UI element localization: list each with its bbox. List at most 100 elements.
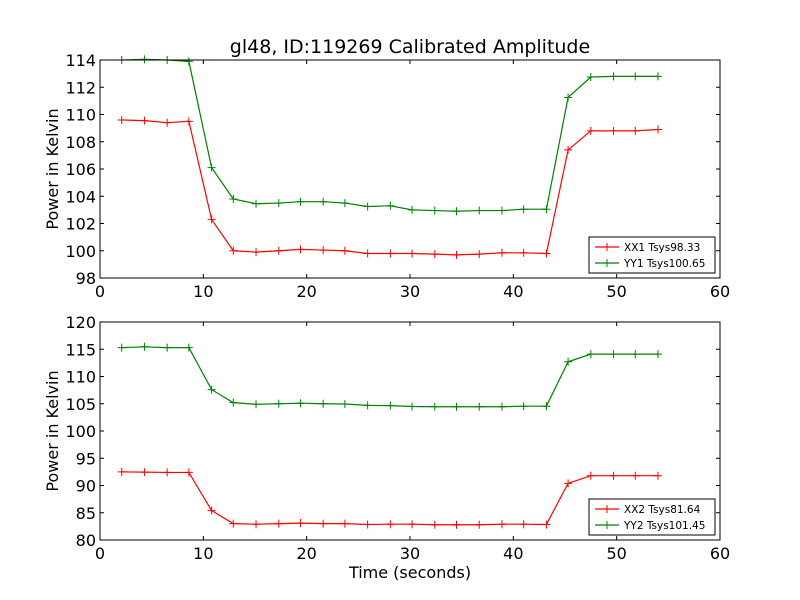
x-tick-label: 40 bbox=[503, 282, 523, 301]
data-point-2-2-10 bbox=[319, 399, 328, 408]
x-tick-label: 20 bbox=[296, 544, 316, 563]
data-point-1-2-2 bbox=[140, 55, 149, 64]
data-point-1-2-23 bbox=[609, 72, 618, 81]
data-point-2-1-5 bbox=[207, 506, 216, 515]
data-point-1-1-13 bbox=[386, 249, 395, 258]
y-tick-label: 80 bbox=[76, 531, 96, 550]
series-line-1-1 bbox=[121, 119, 659, 256]
data-point-1-1-14 bbox=[408, 249, 417, 258]
y-tick-label: 98 bbox=[76, 269, 96, 288]
data-point-1-1-21 bbox=[564, 145, 573, 154]
data-point-2-1-18 bbox=[497, 520, 506, 529]
data-point-2-2-23 bbox=[609, 350, 618, 359]
data-point-1-2-5 bbox=[207, 163, 216, 172]
x-tick-label: 60 bbox=[710, 282, 730, 301]
data-point-1-1-4 bbox=[184, 117, 193, 126]
data-point-2-2-4 bbox=[184, 343, 193, 352]
data-point-2-2-20 bbox=[542, 402, 551, 411]
y-axis-label-2: Power in Kelvin bbox=[43, 370, 62, 491]
data-point-2-2-25 bbox=[654, 350, 662, 359]
data-point-2-2-3 bbox=[163, 343, 172, 352]
data-point-2-1-14 bbox=[408, 520, 417, 529]
data-point-1-1-18 bbox=[497, 248, 506, 257]
data-point-1-1-25 bbox=[654, 125, 662, 134]
data-point-1-1-15 bbox=[430, 250, 439, 259]
data-point-1-1-5 bbox=[207, 215, 216, 224]
y-tick-label: 110 bbox=[65, 368, 96, 387]
data-point-2-2-14 bbox=[408, 402, 417, 411]
data-point-2-2-15 bbox=[430, 402, 439, 411]
data-point-1-2-11 bbox=[340, 199, 349, 208]
data-point-2-1-15 bbox=[430, 520, 439, 529]
data-point-1-2-17 bbox=[475, 206, 484, 215]
data-point-1-1-10 bbox=[319, 246, 328, 255]
legend-label-1-2: YY1 Tsys100.65 bbox=[623, 258, 705, 270]
data-point-2-2-12 bbox=[363, 401, 372, 410]
x-tick-label: 30 bbox=[400, 544, 420, 563]
data-point-1-2-14 bbox=[408, 205, 417, 214]
data-point-2-1-25 bbox=[654, 471, 662, 480]
data-point-2-1-8 bbox=[274, 519, 283, 528]
data-point-2-1-4 bbox=[184, 468, 193, 477]
legend-label-1-1: XX1 Tsys98.33 bbox=[624, 242, 700, 254]
y-tick-label: 100 bbox=[65, 422, 96, 441]
y-tick-label: 90 bbox=[76, 477, 96, 496]
y-tick-label: 110 bbox=[65, 106, 96, 125]
x-tick-label: 50 bbox=[606, 282, 626, 301]
data-point-2-2-22 bbox=[586, 350, 595, 359]
data-point-2-2-16 bbox=[452, 402, 461, 411]
data-point-1-2-19 bbox=[519, 205, 528, 214]
data-point-1-2-4 bbox=[184, 57, 193, 66]
y-tick-label: 106 bbox=[65, 160, 96, 179]
data-point-1-2-22 bbox=[586, 73, 595, 82]
y-tick-label: 108 bbox=[65, 133, 96, 152]
data-point-1-2-9 bbox=[296, 197, 305, 206]
data-point-2-1-6 bbox=[229, 519, 238, 528]
data-point-1-2-21 bbox=[564, 93, 573, 102]
x-axis-label: Time (seconds) bbox=[348, 563, 471, 582]
x-tick-label: 40 bbox=[503, 544, 523, 563]
series-line-2-2 bbox=[121, 346, 658, 408]
data-point-1-1-7 bbox=[252, 248, 261, 257]
x-tick-label: 10 bbox=[193, 544, 213, 563]
y-tick-label: 104 bbox=[65, 187, 96, 206]
data-point-1-1-6 bbox=[229, 246, 238, 255]
data-point-2-1-24 bbox=[631, 471, 640, 480]
x-tick-label: 60 bbox=[710, 544, 730, 563]
data-point-2-2-1 bbox=[117, 343, 126, 352]
y-tick-label: 100 bbox=[65, 242, 96, 261]
data-point-1-2-12 bbox=[363, 202, 372, 211]
data-point-2-1-16 bbox=[452, 520, 461, 529]
y-tick-label: 114 bbox=[65, 51, 96, 70]
legend-box-2 bbox=[588, 498, 716, 536]
data-point-2-2-11 bbox=[340, 400, 349, 409]
data-point-2-2-18 bbox=[497, 402, 506, 411]
data-point-2-1-2 bbox=[140, 468, 149, 477]
x-tick-label: 20 bbox=[296, 282, 316, 301]
data-point-1-1-24 bbox=[631, 126, 640, 135]
data-point-2-1-19 bbox=[519, 520, 528, 529]
data-point-2-1-21 bbox=[564, 479, 573, 488]
y-tick-label: 85 bbox=[76, 504, 96, 523]
data-point-2-2-17 bbox=[475, 402, 484, 411]
data-point-2-1-3 bbox=[163, 468, 172, 477]
legend-marker-2-1 bbox=[603, 505, 611, 513]
x-tick-label: 0 bbox=[95, 282, 105, 301]
x-tick-label: 30 bbox=[400, 282, 420, 301]
data-point-2-2-24 bbox=[631, 350, 640, 359]
data-point-2-2-13 bbox=[386, 401, 395, 410]
x-tick-label: 50 bbox=[606, 544, 626, 563]
data-point-1-1-12 bbox=[363, 249, 372, 258]
data-point-2-1-1 bbox=[117, 467, 126, 476]
y-tick-label: 115 bbox=[65, 340, 96, 359]
data-point-1-1-11 bbox=[340, 246, 349, 255]
data-point-2-1-20 bbox=[542, 520, 551, 529]
data-point-1-1-3 bbox=[163, 118, 172, 127]
data-point-2-1-17 bbox=[475, 520, 484, 529]
data-point-1-2-16 bbox=[452, 207, 461, 216]
data-point-2-2-19 bbox=[519, 402, 528, 411]
data-point-1-1-2 bbox=[140, 116, 149, 125]
data-point-2-1-11 bbox=[340, 519, 349, 528]
data-point-2-1-22 bbox=[586, 471, 595, 480]
data-point-1-2-6 bbox=[229, 194, 238, 203]
